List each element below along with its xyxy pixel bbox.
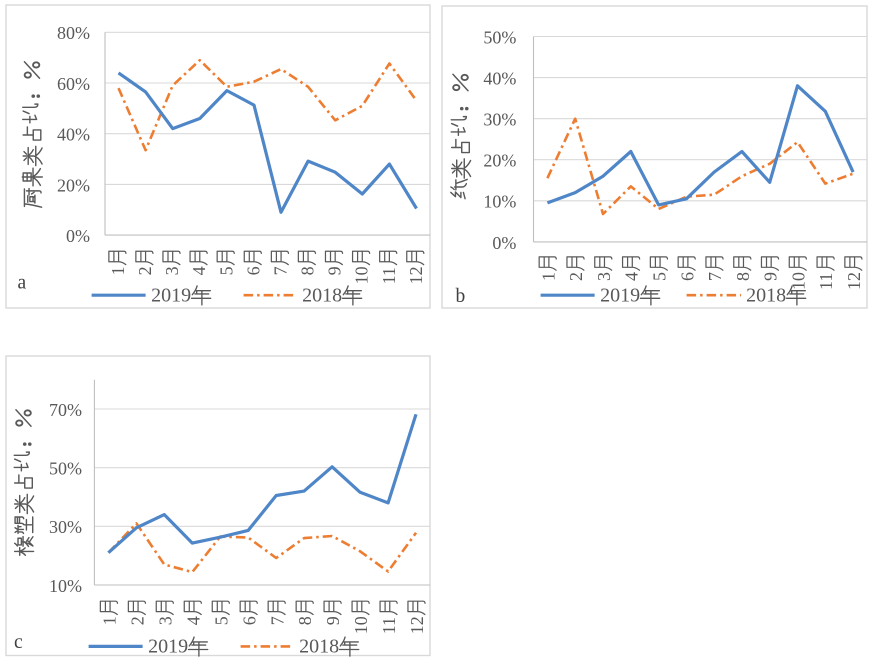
svg-text:2018: 2018 <box>746 285 786 307</box>
svg-text:2: 2 <box>566 272 586 281</box>
svg-text:11: 11 <box>816 273 836 290</box>
svg-text:2018: 2018 <box>302 285 342 307</box>
svg-text:12: 12 <box>844 272 864 290</box>
svg-text:30%: 30% <box>49 517 82 537</box>
svg-text:1: 1 <box>100 616 120 625</box>
svg-text:7: 7 <box>705 272 725 281</box>
svg-text:20%: 20% <box>483 151 516 171</box>
svg-text:0%: 0% <box>66 226 90 246</box>
svg-text:40%: 40% <box>483 69 516 89</box>
svg-text:12: 12 <box>407 616 427 634</box>
svg-text:80%: 80% <box>57 23 90 43</box>
svg-text:2019: 2019 <box>151 285 191 307</box>
svg-text:9: 9 <box>761 272 781 281</box>
svg-text:3: 3 <box>162 266 182 275</box>
svg-text:12: 12 <box>406 266 426 284</box>
svg-text:10: 10 <box>788 272 808 290</box>
svg-text:2019: 2019 <box>148 636 188 658</box>
svg-text:1: 1 <box>108 266 128 275</box>
svg-text:4: 4 <box>183 616 203 625</box>
svg-text:3: 3 <box>155 616 175 625</box>
svg-text:5: 5 <box>216 266 236 275</box>
svg-text:4: 4 <box>622 272 642 281</box>
svg-text:50%: 50% <box>483 27 516 47</box>
svg-text:8: 8 <box>295 616 315 625</box>
svg-text:2019: 2019 <box>600 285 640 307</box>
svg-text:2018: 2018 <box>299 636 339 658</box>
svg-text:8: 8 <box>298 266 318 275</box>
svg-text:11: 11 <box>379 267 399 284</box>
svg-text:6: 6 <box>243 266 263 275</box>
svg-text:5: 5 <box>650 272 670 281</box>
svg-text:10: 10 <box>351 616 371 634</box>
svg-text:7: 7 <box>270 266 290 275</box>
svg-text:60%: 60% <box>57 74 90 94</box>
svg-text:50%: 50% <box>49 459 82 479</box>
svg-text:b: b <box>456 286 466 307</box>
svg-text:1: 1 <box>538 272 558 281</box>
svg-text:2: 2 <box>128 616 148 625</box>
svg-text:c: c <box>14 632 23 653</box>
svg-text:6: 6 <box>677 272 697 281</box>
svg-text:2: 2 <box>135 266 155 275</box>
svg-text:70%: 70% <box>49 400 82 420</box>
svg-text:10%: 10% <box>49 576 82 596</box>
svg-text:20%: 20% <box>57 175 90 195</box>
svg-text:8: 8 <box>733 272 753 281</box>
svg-text:3: 3 <box>594 272 614 281</box>
svg-text:6: 6 <box>239 616 259 625</box>
svg-text:11: 11 <box>379 617 399 634</box>
svg-text:9: 9 <box>325 266 345 275</box>
svg-text:0%: 0% <box>492 233 516 253</box>
svg-text:7: 7 <box>267 616 287 625</box>
svg-text:9: 9 <box>323 616 343 625</box>
svg-text:5: 5 <box>211 616 231 625</box>
svg-text:10%: 10% <box>483 192 516 212</box>
svg-text:a: a <box>18 273 27 294</box>
svg-text:4: 4 <box>189 266 209 275</box>
svg-text:40%: 40% <box>57 125 90 145</box>
svg-text:30%: 30% <box>483 110 516 130</box>
svg-text:10: 10 <box>352 266 372 284</box>
